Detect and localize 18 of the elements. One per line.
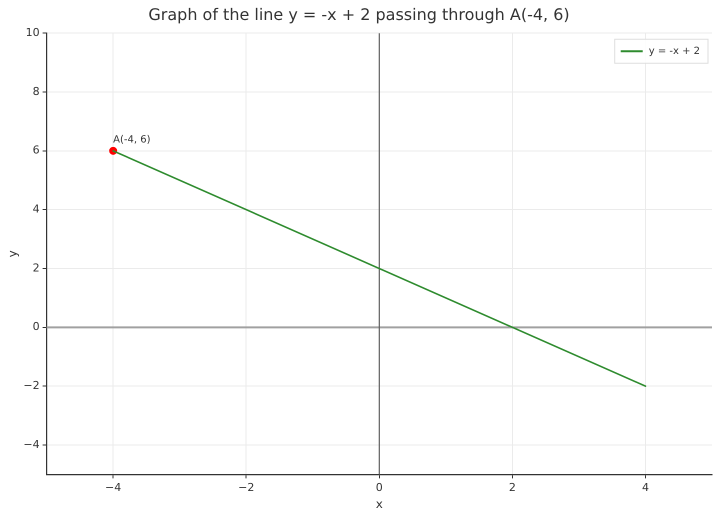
y-tick-label: 8 [32, 84, 40, 98]
y-axis-title: y [5, 250, 20, 258]
y-tick-label: 4 [32, 202, 40, 216]
annotation: A(-4, 6) [113, 134, 151, 146]
x-tick-label: 4 [642, 480, 649, 494]
y-tick-label: 2 [32, 261, 40, 274]
y-tick-label: 6 [32, 144, 40, 157]
y-tick-label: −2 [23, 379, 40, 392]
x-axis-title: x [376, 496, 383, 511]
x-tick-label: −2 [238, 480, 254, 494]
legend-label: y = -x + 2 [648, 46, 700, 57]
y-tick-label: −4 [23, 438, 40, 451]
x-tick-label: −4 [105, 480, 122, 494]
chart-title: Graph of the line y = -x + 2 passing through A(-4, 6) [148, 4, 570, 24]
y-tick-label: 10 [26, 26, 40, 40]
x-tick-label: 2 [508, 480, 516, 494]
x-tick-label: 0 [376, 480, 383, 494]
y-tick-label: 0 [32, 320, 40, 334]
